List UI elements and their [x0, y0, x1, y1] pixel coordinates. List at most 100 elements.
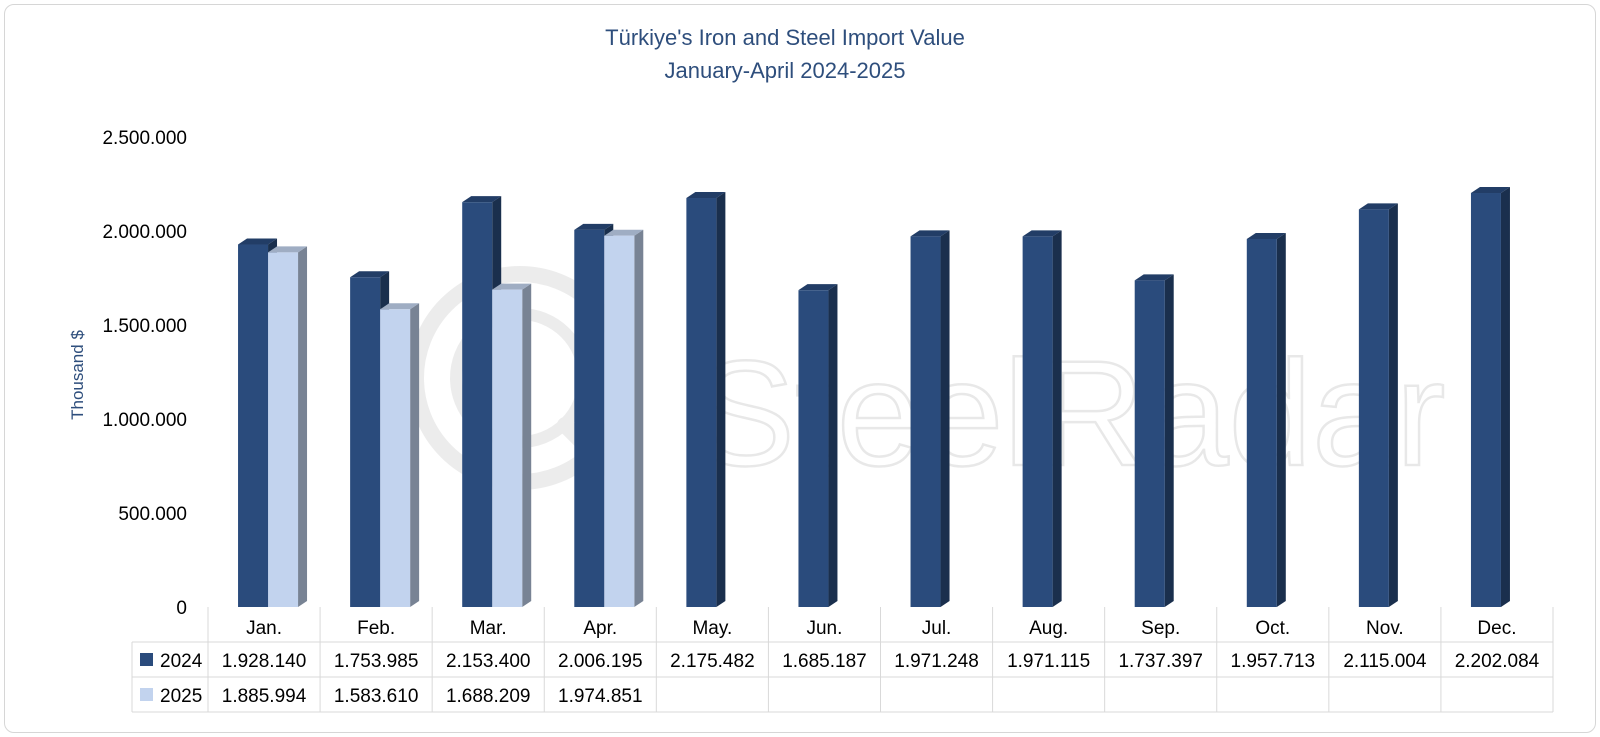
chart-frame: SteelRadar Türkiye's Iron and Steel Impo… — [4, 4, 1596, 733]
bar-side — [716, 192, 726, 607]
bar-top — [574, 223, 614, 230]
bar-top — [1470, 187, 1510, 194]
table-cell-2025: 1.583.610 — [334, 686, 419, 707]
y-tick-label: 1.500.000 — [102, 316, 187, 337]
table-cell-2024: 1.971.115 — [1007, 651, 1090, 672]
bar-top — [798, 284, 838, 291]
category-label: Jun. — [806, 618, 842, 639]
table-cell-2025: 1.974.851 — [558, 686, 643, 707]
bars — [238, 187, 1510, 608]
bar-side — [1500, 187, 1510, 607]
bar-top — [268, 246, 308, 253]
bar-2025-4 — [604, 229, 644, 607]
bar-top — [350, 271, 390, 278]
bar-top — [1358, 203, 1398, 210]
table-cell-2024: 1.737.397 — [1118, 651, 1203, 672]
category-label: Apr. — [583, 618, 617, 639]
bar-top — [1134, 274, 1174, 281]
table-cell-2024: 2.006.195 — [558, 651, 643, 672]
bar-2024-8 — [1022, 230, 1062, 608]
bar-front — [604, 235, 635, 607]
bar-2024-10 — [1246, 232, 1286, 607]
legend-swatch-2025 — [140, 688, 153, 701]
bar-side — [634, 229, 644, 607]
bar-2024-1 — [238, 238, 278, 607]
category-label: Oct. — [1255, 618, 1290, 639]
bar-top — [1246, 232, 1286, 239]
table-cell-2025: 1.688.209 — [446, 686, 531, 707]
y-tick-label: 0 — [176, 598, 187, 619]
y-tick-label: 2.000.000 — [102, 222, 187, 243]
bar-side — [410, 303, 420, 607]
bar-front — [238, 244, 269, 607]
bar-front — [1022, 236, 1053, 608]
bar-top — [910, 230, 950, 237]
bar-side — [1164, 274, 1174, 607]
y-axis-ticks: 0 500.000 1.000.000 1.500.000 2.000.000 2.500… — [102, 128, 187, 619]
category-label: Jan. — [246, 618, 282, 639]
bar-top — [462, 196, 502, 203]
legend-label-2024: 2024 — [160, 651, 203, 672]
table-cell-2024: 2.153.400 — [446, 651, 531, 672]
table-cell-2024: 2.175.482 — [670, 651, 755, 672]
bar-2025-3 — [492, 283, 532, 607]
chart-subtitle: January-April 2024-2025 — [665, 58, 906, 83]
y-tick-label: 500.000 — [118, 504, 187, 525]
table-cell-2024: 1.753.985 — [334, 651, 419, 672]
category-label: May. — [692, 618, 732, 639]
bar-2024-5 — [686, 192, 726, 607]
bar-front — [686, 198, 717, 607]
bar-top — [604, 229, 644, 236]
bar-front — [1358, 209, 1389, 607]
bar-side — [1052, 230, 1062, 608]
bar-front — [910, 236, 941, 607]
bar-2024-11 — [1358, 203, 1398, 607]
bar-side — [940, 230, 950, 607]
table-cell-2024: 1.685.187 — [782, 651, 867, 672]
y-tick-label: 2.500.000 — [102, 128, 187, 149]
table-cell-2024: 1.971.248 — [894, 651, 979, 672]
category-label: Mar. — [470, 618, 507, 639]
bar-front — [574, 229, 605, 608]
table-cell-2024: 1.957.713 — [1231, 651, 1316, 672]
bar-front — [268, 252, 299, 608]
table-cell-2024: 1.928.140 — [222, 651, 307, 672]
bar-top — [492, 283, 532, 290]
category-label: Sep. — [1141, 618, 1180, 639]
bar-2025-2 — [380, 303, 420, 607]
bar-top — [686, 192, 726, 199]
bar-2024-6 — [798, 284, 838, 607]
bar-2024-9 — [1134, 274, 1174, 607]
bar-2025-1 — [268, 246, 308, 608]
category-label: Jul. — [922, 618, 952, 639]
table-cell-2024: 2.202.084 — [1455, 651, 1540, 672]
bar-side — [828, 284, 838, 607]
category-label: Feb. — [357, 618, 395, 639]
y-tick-label: 1.000.000 — [102, 410, 187, 431]
legend-label-2025: 2025 — [160, 686, 202, 707]
bar-front — [798, 290, 829, 607]
bar-top — [1022, 230, 1062, 237]
data-table: Jan. Feb. Mar. Apr. May. Jun. Jul. Aug. Sep. Oct.… — [131, 607, 1554, 713]
bar-front — [1246, 238, 1277, 607]
bar-side — [1276, 232, 1286, 607]
bar-front — [1134, 280, 1165, 607]
category-label: Aug. — [1029, 618, 1068, 639]
bar-side — [298, 246, 308, 608]
bar-front — [492, 289, 523, 607]
bar-2024-7 — [910, 230, 950, 607]
legend-swatch-2024 — [140, 653, 153, 666]
y-axis-label: Thousand $ — [68, 330, 87, 420]
bar-top — [380, 303, 420, 310]
bar-front — [1470, 193, 1501, 607]
table-cell-2025: 1.885.994 — [222, 686, 307, 707]
bar-2024-12 — [1470, 187, 1510, 607]
bar-side — [522, 283, 532, 607]
bar-top — [238, 238, 278, 245]
category-label: Nov. — [1366, 618, 1404, 639]
bar-front — [350, 277, 381, 607]
table-cell-2024: 2.115.004 — [1343, 651, 1427, 672]
chart-title: Türkiye's Iron and Steel Import Value — [605, 25, 965, 50]
bar-front — [462, 202, 493, 607]
bar-front — [380, 309, 411, 607]
